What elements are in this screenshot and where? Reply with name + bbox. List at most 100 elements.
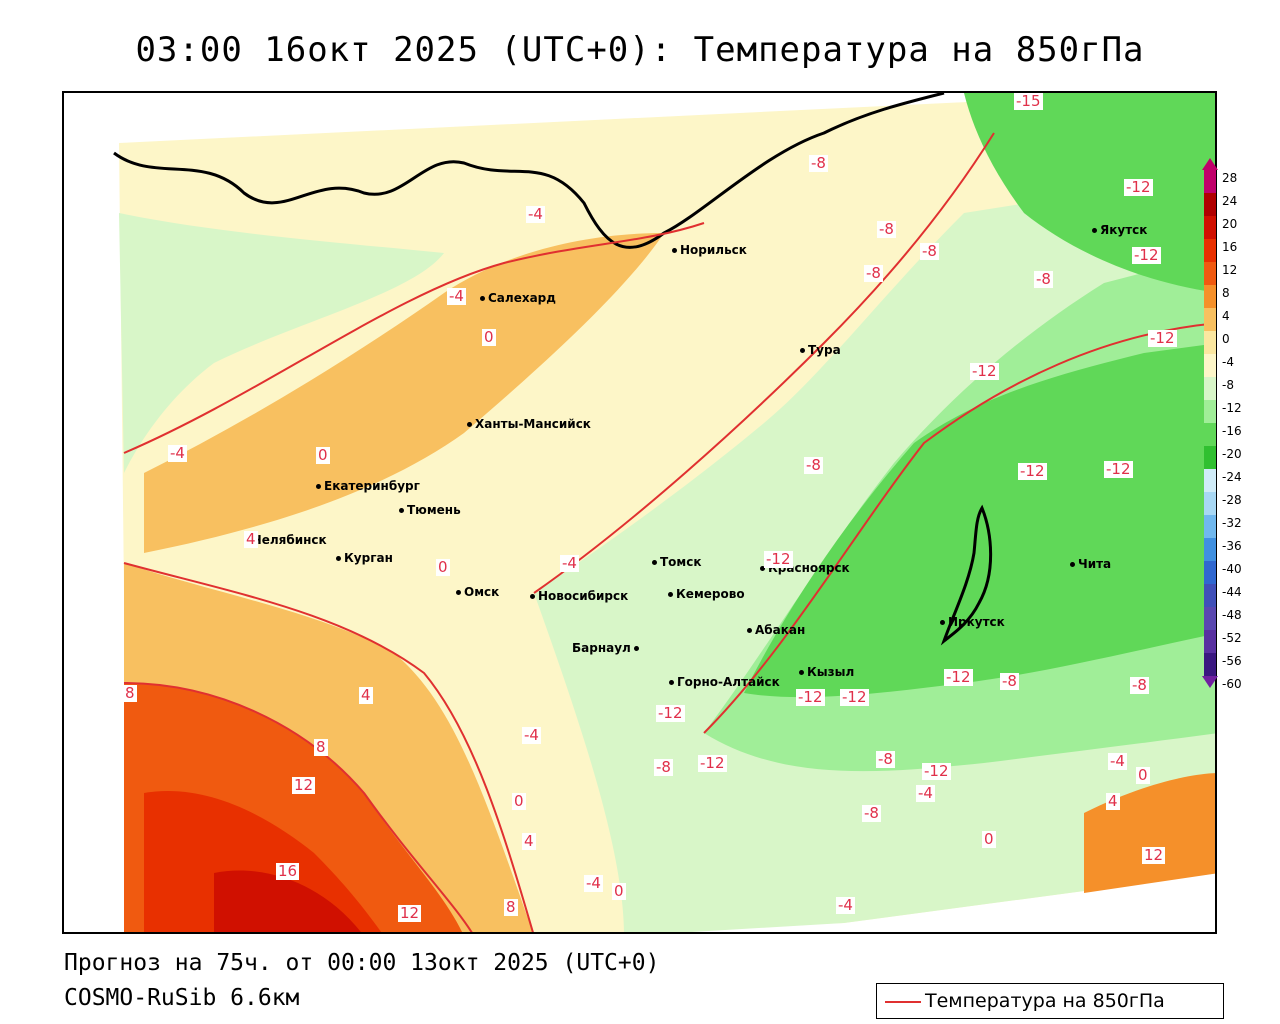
contour-label: -8 (877, 220, 896, 238)
contour-label: 0 (982, 830, 996, 848)
colorbar-swatch (1204, 216, 1216, 239)
city-label: Тура (808, 343, 841, 357)
colorbar-tick-label: -16 (1222, 424, 1242, 438)
contour-label: -12 (944, 668, 973, 686)
city-label: Екатеринбург (324, 479, 420, 493)
city-marker: Тура (800, 343, 841, 357)
north-green-12 (964, 93, 1215, 293)
contour-label: -12 (1148, 329, 1177, 347)
city-label: Кемерово (676, 587, 745, 601)
contour-label: -4 (584, 874, 603, 892)
contour-label: -4 (526, 205, 545, 223)
contour-label: -8 (809, 154, 828, 172)
colorbar-swatch (1204, 193, 1216, 216)
colorbar-tick-label: 28 (1222, 171, 1238, 185)
contour-label: -8 (862, 804, 881, 822)
colorbar-swatch (1204, 308, 1216, 331)
contour-label: -15 (1014, 92, 1043, 110)
city-dot-icon (633, 646, 639, 651)
colorbar-tick-label: -40 (1222, 562, 1242, 576)
contour-line (123, 682, 473, 932)
contour-label: 4 (244, 530, 258, 548)
city-marker: Кызыл (799, 665, 854, 679)
contour-label: -8 (654, 758, 673, 776)
city-label: Тюмень (407, 503, 461, 517)
lake-baikal-outline (940, 504, 993, 646)
colorbar-tick-label: -32 (1222, 516, 1242, 530)
city-dot-icon (336, 556, 341, 561)
colorbar-swatch (1204, 400, 1216, 423)
colorbar-tick-label: -48 (1222, 608, 1242, 622)
colorbar-tick-label: -36 (1222, 539, 1242, 553)
colorbar-swatch (1204, 423, 1216, 446)
colorbar-tick-label: -52 (1222, 631, 1242, 645)
contour-label: -12 (764, 550, 793, 568)
map-legend: Температура на 850гПа (876, 983, 1224, 1019)
contour-label: 12 (292, 776, 316, 794)
contour-label: -4 (1108, 752, 1127, 770)
colorbar-tick-label: -12 (1222, 401, 1242, 415)
contour-label: 0 (316, 446, 330, 464)
contour-label: 8 (123, 684, 137, 702)
city-dot-icon (316, 484, 321, 489)
colorbar-bottom-arrow-icon (1202, 676, 1218, 688)
colorbar-tick-label: 16 (1222, 240, 1238, 254)
city-dot-icon (747, 628, 752, 633)
contour-label: -8 (864, 264, 883, 282)
contour-label: -12 (656, 704, 685, 722)
city-dot-icon (800, 348, 805, 353)
contour-label: -12 (1104, 460, 1133, 478)
warm-tongue (144, 233, 664, 553)
colorbar-swatch (1204, 285, 1216, 308)
city-dot-icon (668, 592, 673, 597)
contour-label: -8 (876, 750, 895, 768)
city-label: Челябинск (252, 533, 327, 547)
nw-cool-area (119, 213, 444, 473)
colorbar-tick-label: -60 (1222, 677, 1242, 691)
city-marker: Барнаул (572, 641, 642, 655)
colorbar-swatch (1204, 446, 1216, 469)
city-marker: Салехард (480, 291, 556, 305)
colorbar-tick-label: -20 (1222, 447, 1242, 461)
colorbar-swatch (1204, 561, 1216, 584)
colorbar-tick-label: 0 (1222, 332, 1230, 346)
map-title: 03:00 16окт 2025 (UTC+0): Температура на… (135, 30, 1145, 70)
colorbar-swatch (1204, 515, 1216, 538)
colorbar-tick-label: -28 (1222, 493, 1242, 507)
city-label: Барнаул (572, 641, 631, 655)
contour-label: 0 (612, 882, 626, 900)
colorbar-tick-label: 24 (1222, 194, 1238, 208)
city-label: Омск (464, 585, 500, 599)
contour-label: 12 (398, 904, 422, 922)
contour-line (123, 222, 705, 454)
city-label: Чита (1078, 557, 1112, 571)
colorbar-tick-label: -24 (1222, 470, 1242, 484)
contour-label: -4 (168, 444, 187, 462)
contour-label: 8 (314, 738, 328, 756)
colorbar-swatch (1204, 170, 1216, 193)
city-marker: Кемерово (668, 587, 745, 601)
contour-line (533, 132, 995, 594)
contour-label: -4 (916, 784, 935, 802)
contour-line (123, 562, 534, 932)
colorbar-tick-label: -44 (1222, 585, 1242, 599)
city-dot-icon (530, 594, 535, 599)
contour-label: 4 (522, 832, 536, 850)
city-dot-icon (669, 680, 674, 685)
city-marker: Екатеринбург (316, 479, 420, 493)
city-marker: Омск (456, 585, 499, 599)
forecast-info: Прогноз на 75ч. от 00:00 13окт 2025 (UTC… (64, 950, 660, 976)
legend-line-swatch (885, 1001, 921, 1003)
city-dot-icon (1092, 228, 1097, 233)
city-label: Кызыл (807, 665, 855, 679)
contour-label: -12 (840, 688, 869, 706)
colorbar-swatch (1204, 584, 1216, 607)
contour-label: 0 (436, 558, 450, 576)
colorbar-tick-label: 12 (1222, 263, 1238, 277)
colorbar-tick-label: -4 (1222, 355, 1234, 369)
colorbar-swatch (1204, 607, 1216, 630)
map-fields (113, 93, 1215, 932)
contour-label: -8 (920, 242, 939, 260)
contour-label: -12 (1018, 462, 1047, 480)
city-marker: Норильск (672, 243, 747, 257)
